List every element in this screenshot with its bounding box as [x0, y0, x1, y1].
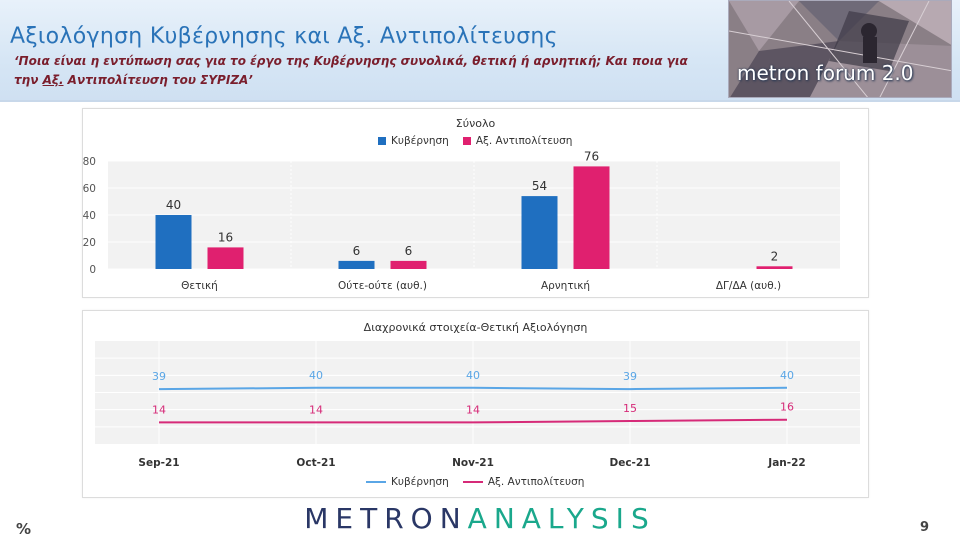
y-tick-label: 0	[89, 264, 96, 276]
y-tick-label: 80	[83, 156, 96, 168]
x-category-label: Sep-21	[138, 457, 179, 469]
line-value-label: 14	[152, 403, 166, 416]
bar-chart-title: Σύνολο	[455, 117, 496, 130]
line-value-label: 40	[780, 369, 794, 382]
bar-opposition	[573, 166, 610, 269]
x-category-label: Nov-21	[452, 457, 494, 469]
x-category-label: Θετική	[181, 280, 218, 292]
line-value-label: 39	[623, 370, 637, 383]
legend-item-government: Κυβέρνηση	[378, 135, 449, 147]
line-chart-legend: Κυβέρνηση Αξ. Αντιπολίτευση	[366, 476, 584, 488]
x-category-label: Dec-21	[609, 457, 650, 469]
bar-value-label: 6	[405, 244, 413, 258]
subtitle-text-1: ‘Ποια είναι η εντύπωση σας για το έργο τ…	[14, 54, 688, 87]
legend-swatch-opposition	[462, 137, 471, 145]
bar-opposition	[207, 247, 244, 269]
line-value-label: 16	[780, 401, 794, 414]
legend-line-government	[366, 481, 386, 483]
bar-opposition	[756, 266, 793, 269]
legend-item-government-line: Κυβέρνηση	[366, 476, 449, 488]
bar-chart-panel: Σύνολο Κυβέρνηση Αξ. Αντιπολίτευση 0 20 40…	[82, 108, 869, 298]
bar-chart-legend: Κυβέρνηση Αξ. Αντιπολίτευση	[378, 135, 572, 147]
bar-value-label: 2	[771, 249, 779, 263]
subtitle-highlight: Αξ.	[42, 73, 64, 87]
legend-line-opposition	[462, 481, 483, 483]
legend-item-opposition-line: Αξ. Αντιπολίτευση	[462, 476, 585, 488]
page-title: Αξιολόγηση Κυβέρνησης και Αξ. Αντιπολίτε…	[10, 24, 558, 49]
bar-opposition	[390, 260, 427, 269]
brand-part-1: METRON	[304, 502, 468, 535]
legend-swatch-government	[378, 137, 386, 145]
metron-analysis-brand: METRONANALYSIS	[0, 502, 960, 535]
line-value-label: 40	[309, 369, 323, 382]
line-value-label: 39	[152, 370, 166, 383]
question-subtitle: ‘Ποια είναι η εντύπωση σας για το έργο τ…	[14, 52, 714, 90]
bar-chart-svg: 0 20 40 60 80 40 16 Θετική 6 6 Ούτε-ούτε (αυθ.) 54 7…	[83, 149, 840, 292]
bar-value-label: 76	[584, 149, 599, 163]
bar-government	[338, 260, 375, 269]
y-tick-label: 60	[83, 183, 96, 195]
legend-item-opposition: Αξ. Αντιπολίτευση	[462, 135, 573, 147]
line-value-label: 15	[623, 402, 637, 415]
line-chart-title: Διαχρονικά στοιχεία-Θετική Αξιολόγηση	[363, 321, 588, 334]
line-series-government	[158, 386, 788, 391]
logo-background-graphic	[729, 1, 951, 97]
x-category-label: Oct-21	[296, 457, 335, 469]
bar-value-label: 6	[353, 244, 361, 258]
bar-value-label: 40	[166, 198, 181, 212]
legend-label-government-line: Κυβέρνηση	[391, 476, 449, 488]
y-tick-label: 20	[83, 237, 96, 249]
x-category-label: Αρνητική	[541, 280, 590, 292]
logo-text: metron forum 2.0	[737, 61, 914, 85]
bar-value-label: 16	[218, 230, 233, 244]
line-value-label: 14	[466, 403, 480, 416]
bar-value-label: 54	[532, 179, 547, 193]
legend-label-opposition-line: Αξ. Αντιπολίτευση	[487, 476, 585, 488]
subtitle-text-2: Αντιπολίτευση του ΣΥΡΙΖΑ’	[63, 73, 253, 87]
x-category-label: Ούτε-ούτε (αυθ.)	[338, 280, 427, 292]
unit-label: %	[16, 520, 32, 538]
line-chart-svg: 39 40 40 39 40 14 14 14 15 16 Sep-21 Oct-21 Nov-21 De…	[95, 341, 860, 469]
y-tick-label: 40	[83, 210, 96, 222]
line-series-opposition	[159, 418, 788, 424]
x-category-label: ΔΓ/ΔΑ (αυθ.)	[716, 280, 781, 292]
brand-part-2: ANALYSIS	[467, 502, 656, 535]
legend-label-government: Κυβέρνηση	[391, 135, 449, 147]
line-value-label: 40	[466, 369, 480, 382]
line-value-label: 14	[309, 403, 323, 416]
x-category-label: Jan-22	[767, 457, 805, 469]
page-number: 9	[920, 520, 930, 535]
line-chart-panel: Διαχρονικά στοιχεία-Θετική Αξιολόγηση 39…	[82, 310, 869, 498]
metron-forum-logo: metron forum 2.0	[728, 0, 952, 98]
bar-government	[155, 215, 192, 269]
header-band: Αξιολόγηση Κυβέρνησης και Αξ. Αντιπολίτε…	[0, 0, 960, 102]
bar-government	[521, 196, 558, 269]
legend-label-opposition: Αξ. Αντιπολίτευση	[475, 135, 573, 147]
